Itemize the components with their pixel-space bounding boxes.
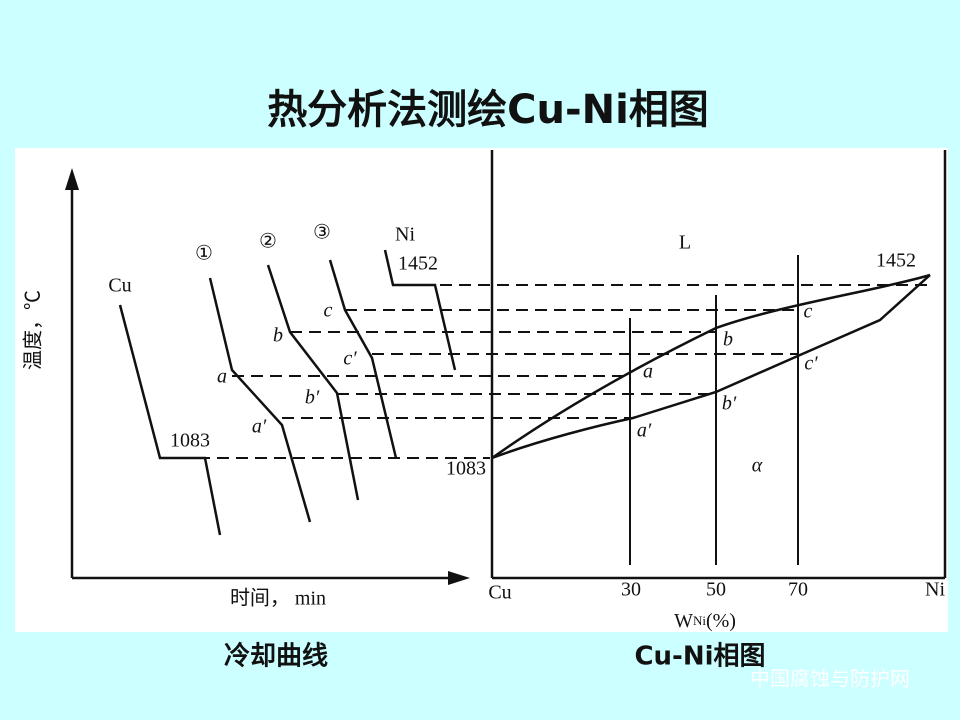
projection-lines xyxy=(160,284,928,459)
caption: Cu-Ni相图 xyxy=(634,642,765,672)
solidus xyxy=(491,274,931,460)
x-label: Ni xyxy=(925,579,945,601)
x-axis-label: 时间， min xyxy=(230,587,326,610)
point-label: a xyxy=(217,366,227,388)
region-label: α xyxy=(752,455,763,477)
point-label: c xyxy=(324,300,333,322)
x-label: Cu xyxy=(488,582,511,604)
x-label: 70 xyxy=(788,579,808,601)
temp-label: 1083 xyxy=(170,430,210,452)
x-axis-label: WNi(%) xyxy=(674,610,736,632)
point-label: c′ xyxy=(343,348,357,370)
curve-label: ③ xyxy=(313,222,331,244)
point-label: a′ xyxy=(252,416,267,438)
axis-symbol: W xyxy=(674,610,693,632)
point-label: c xyxy=(804,301,813,323)
axis-subscript: Ni xyxy=(693,613,706,628)
point-label: a′ xyxy=(637,420,652,442)
point-label: b′ xyxy=(305,387,320,409)
x-label: 50 xyxy=(706,579,726,601)
temp-label: 1452 xyxy=(876,250,916,272)
point-label: b xyxy=(723,329,733,351)
point-label: b xyxy=(273,325,283,347)
phase-frame xyxy=(490,150,947,580)
point-label: c′ xyxy=(804,353,818,375)
point-label: a xyxy=(643,361,653,383)
curve-label: ① xyxy=(195,243,213,265)
title: 热分析法测绘Cu-Ni相图 xyxy=(267,87,709,133)
cooling-axes xyxy=(65,168,470,585)
panel xyxy=(15,148,948,632)
watermark: 中国腐蚀与防护网 xyxy=(750,667,910,691)
temp-label: 1083 xyxy=(446,458,486,480)
region-label: L xyxy=(679,232,691,254)
caption: 冷却曲线 xyxy=(224,641,328,672)
ni-label: Ni xyxy=(395,224,415,246)
liquidus xyxy=(491,273,931,460)
temp-label: 1452 xyxy=(398,253,438,275)
curve-label: ② xyxy=(259,231,277,253)
cu-label: Cu xyxy=(108,275,131,297)
x-label: 30 xyxy=(621,579,641,601)
y-axis-label: 温度，℃ xyxy=(22,290,45,370)
point-label: b′ xyxy=(722,393,737,415)
axis-unit: (%) xyxy=(706,610,736,632)
